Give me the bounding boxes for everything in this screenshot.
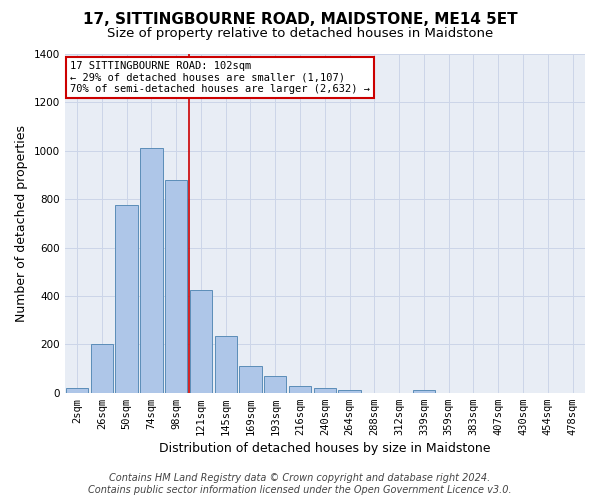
Bar bbox=[239, 366, 262, 392]
Bar bbox=[91, 344, 113, 393]
Bar bbox=[215, 336, 237, 392]
Bar bbox=[314, 388, 336, 392]
Bar bbox=[190, 290, 212, 392]
X-axis label: Distribution of detached houses by size in Maidstone: Distribution of detached houses by size … bbox=[159, 442, 491, 455]
Bar bbox=[140, 148, 163, 392]
Bar bbox=[413, 390, 435, 392]
Text: 17, SITTINGBOURNE ROAD, MAIDSTONE, ME14 5ET: 17, SITTINGBOURNE ROAD, MAIDSTONE, ME14 … bbox=[83, 12, 517, 28]
Y-axis label: Number of detached properties: Number of detached properties bbox=[15, 125, 28, 322]
Bar bbox=[165, 180, 187, 392]
Text: Size of property relative to detached houses in Maidstone: Size of property relative to detached ho… bbox=[107, 28, 493, 40]
Bar bbox=[115, 205, 138, 392]
Text: Contains HM Land Registry data © Crown copyright and database right 2024.
Contai: Contains HM Land Registry data © Crown c… bbox=[88, 474, 512, 495]
Bar bbox=[289, 386, 311, 392]
Bar bbox=[264, 376, 286, 392]
Text: 17 SITTINGBOURNE ROAD: 102sqm
← 29% of detached houses are smaller (1,107)
70% o: 17 SITTINGBOURNE ROAD: 102sqm ← 29% of d… bbox=[70, 61, 370, 94]
Bar bbox=[66, 388, 88, 392]
Bar bbox=[338, 390, 361, 392]
